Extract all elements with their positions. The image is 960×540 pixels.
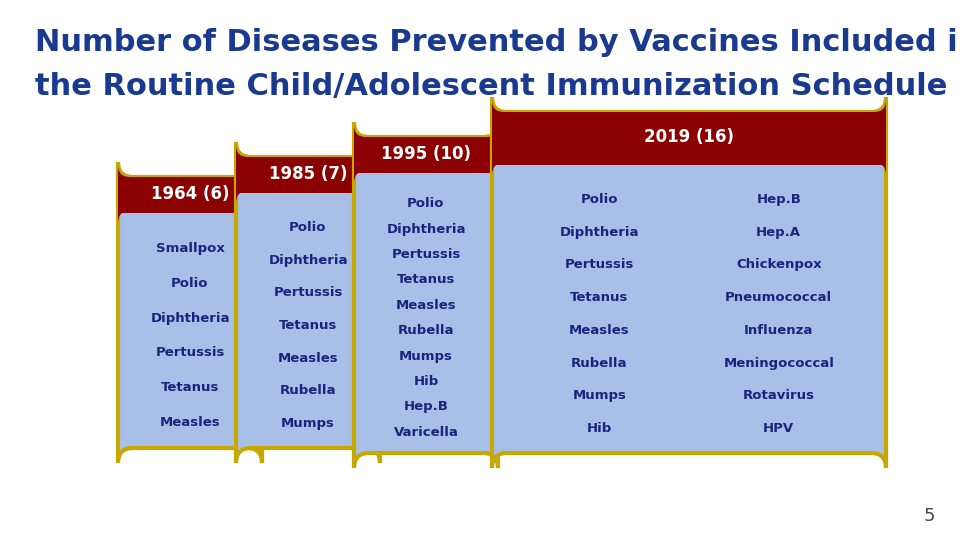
Text: Tetanus: Tetanus <box>396 273 455 286</box>
Text: Polio: Polio <box>171 276 208 290</box>
FancyBboxPatch shape <box>118 162 262 463</box>
Text: Varicella: Varicella <box>394 426 459 439</box>
Text: Polio: Polio <box>407 197 444 210</box>
Text: Measles: Measles <box>277 352 338 365</box>
Text: Mumps: Mumps <box>281 417 335 430</box>
Text: Pertussis: Pertussis <box>564 258 634 272</box>
Text: Pertussis: Pertussis <box>274 286 343 299</box>
Text: Tetanus: Tetanus <box>278 319 337 332</box>
Text: Influenza: Influenza <box>744 324 813 337</box>
Text: Pertussis: Pertussis <box>156 347 225 360</box>
Text: Meningococcal: Meningococcal <box>723 356 834 369</box>
FancyBboxPatch shape <box>354 125 498 183</box>
FancyBboxPatch shape <box>118 165 262 223</box>
Text: Rubella: Rubella <box>279 384 336 397</box>
Text: Hep.B: Hep.B <box>403 400 448 414</box>
Text: Pertussis: Pertussis <box>392 248 461 261</box>
Bar <box>494 135 884 165</box>
Bar <box>238 172 378 193</box>
Bar <box>356 152 496 173</box>
Text: Chickenpox: Chickenpox <box>736 258 822 272</box>
Text: Mumps: Mumps <box>399 349 453 362</box>
Text: Rubella: Rubella <box>397 324 454 337</box>
Text: Measles: Measles <box>396 299 456 312</box>
Text: Measles: Measles <box>159 416 220 429</box>
Text: Polio: Polio <box>289 221 326 234</box>
Text: 1985 (7): 1985 (7) <box>269 165 348 183</box>
FancyBboxPatch shape <box>492 97 886 468</box>
Text: the Routine Child/Adolescent Immunization Schedule: the Routine Child/Adolescent Immunizatio… <box>35 72 948 101</box>
Text: Hep.B: Hep.B <box>756 193 802 206</box>
Text: Diphtheria: Diphtheria <box>386 222 466 235</box>
Text: Number of Diseases Prevented by Vaccines Included in: Number of Diseases Prevented by Vaccines… <box>35 28 960 57</box>
Text: Hib: Hib <box>587 422 612 435</box>
Text: 2019 (16): 2019 (16) <box>644 129 734 146</box>
Text: Mumps: Mumps <box>572 389 626 402</box>
Text: Diphtheria: Diphtheria <box>268 254 348 267</box>
Text: Rotavirus: Rotavirus <box>743 389 815 402</box>
Text: HPV: HPV <box>763 422 794 435</box>
Text: Smallpox: Smallpox <box>156 242 225 255</box>
FancyBboxPatch shape <box>492 100 886 175</box>
FancyBboxPatch shape <box>236 145 380 203</box>
FancyBboxPatch shape <box>236 142 380 463</box>
Text: Pneumococcal: Pneumococcal <box>725 291 832 304</box>
Text: 1995 (10): 1995 (10) <box>381 145 471 163</box>
Text: Tetanus: Tetanus <box>161 381 219 394</box>
Text: Tetanus: Tetanus <box>570 291 629 304</box>
Text: Diphtheria: Diphtheria <box>151 312 229 325</box>
Text: Hib: Hib <box>414 375 439 388</box>
Text: Hep.A: Hep.A <box>756 226 802 239</box>
Bar <box>120 192 260 213</box>
Text: Diphtheria: Diphtheria <box>560 226 639 239</box>
Text: Polio: Polio <box>581 193 618 206</box>
Text: Measles: Measles <box>569 324 630 337</box>
FancyBboxPatch shape <box>354 122 498 468</box>
Text: 1964 (6): 1964 (6) <box>151 185 229 203</box>
Text: Rubella: Rubella <box>571 356 628 369</box>
Text: 5: 5 <box>924 507 935 525</box>
